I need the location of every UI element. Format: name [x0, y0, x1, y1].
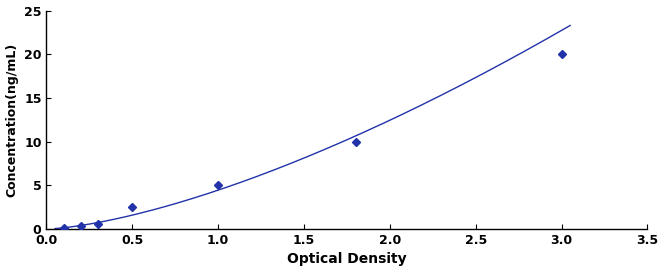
X-axis label: Optical Density: Optical Density — [287, 252, 407, 267]
Y-axis label: Concentration(ng/mL): Concentration(ng/mL) — [5, 43, 19, 197]
